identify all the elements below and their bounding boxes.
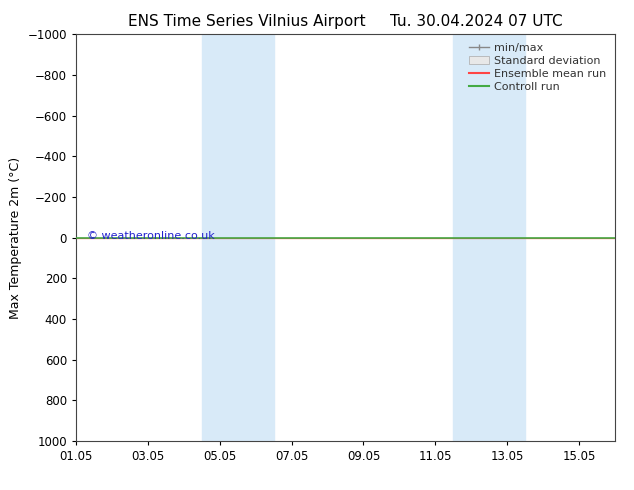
Legend: min/max, Standard deviation, Ensemble mean run, Controll run: min/max, Standard deviation, Ensemble me… [466, 40, 609, 95]
Y-axis label: Max Temperature 2m (°C): Max Temperature 2m (°C) [9, 157, 22, 318]
Bar [202, 34, 274, 441]
Title: ENS Time Series Vilnius Airport     Tu. 30.04.2024 07 UTC: ENS Time Series Vilnius Airport Tu. 30.0… [128, 14, 563, 29]
Text: © weatheronline.co.uk: © weatheronline.co.uk [87, 231, 214, 241]
Bar [453, 34, 525, 441]
